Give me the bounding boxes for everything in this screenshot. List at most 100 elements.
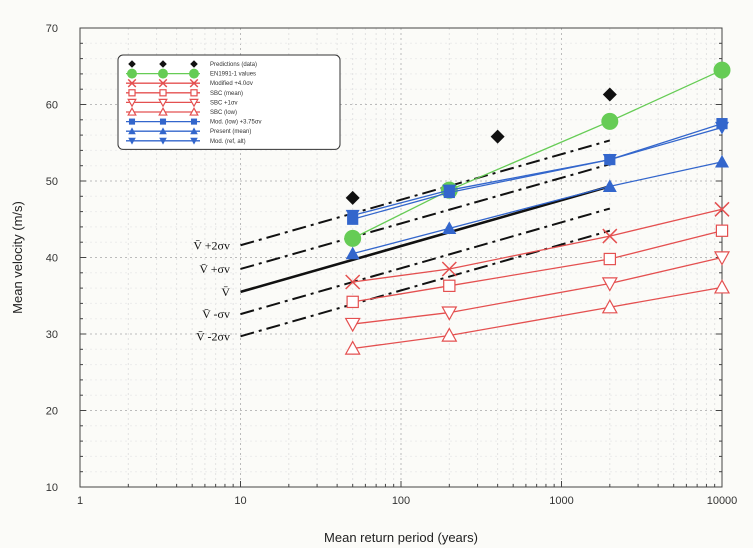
y-tick-label: 20 <box>46 406 58 418</box>
data-point <box>127 68 137 79</box>
reference-line-label: V̄ -σv <box>202 307 230 321</box>
series-line <box>352 286 723 350</box>
legend-entry: SBC (low) <box>126 106 237 116</box>
series-circle <box>344 61 731 247</box>
series-line <box>352 256 723 325</box>
data-point <box>715 154 729 168</box>
legend: Predictions (data) EN1991-1 values Modifie… <box>117 54 341 150</box>
reference-line-label: V̄ +σv <box>199 262 230 276</box>
data-point <box>128 118 136 125</box>
data-point <box>715 121 729 135</box>
series-square-open <box>346 224 729 309</box>
legend-label: SBC +1σv <box>210 100 238 106</box>
y-axis-title: Mean velocity (m/s) <box>10 201 25 314</box>
data-point <box>345 246 360 260</box>
data-point <box>159 137 167 145</box>
data-point <box>441 327 458 342</box>
legend-label: Mod. (ref, alt) <box>210 139 246 145</box>
series-line <box>352 230 723 303</box>
series-line <box>352 161 723 255</box>
legend-entry: SBC (mean) <box>126 89 243 97</box>
data-point <box>490 129 505 144</box>
legend-label: SBC (low) <box>210 110 237 116</box>
legend-label: Present (mean) <box>210 129 251 135</box>
data-point <box>189 106 199 116</box>
data-point <box>601 277 618 292</box>
series-x <box>345 201 730 290</box>
data-point <box>344 317 361 333</box>
legend-entry: Present (mean) <box>126 127 251 135</box>
reference-line-label: V̄ -2σv <box>196 329 230 343</box>
series-triangle-down-open <box>344 251 731 333</box>
data-point <box>190 127 198 135</box>
series-line <box>352 69 723 239</box>
data-point <box>345 190 360 205</box>
data-point <box>602 87 617 102</box>
data-point <box>602 179 617 192</box>
data-point <box>443 279 456 293</box>
series-triangle-open <box>344 279 731 355</box>
reference-line <box>240 139 611 247</box>
legend-entry: Predictions (data) <box>128 60 257 68</box>
data-point <box>127 78 137 88</box>
x-tick-label: 100 <box>392 495 410 507</box>
y-tick-label: 70 <box>46 23 58 35</box>
reference-line <box>240 185 611 294</box>
data-point <box>158 78 168 88</box>
data-point <box>713 251 731 266</box>
data-point <box>601 112 619 130</box>
y-tick-label: 10 <box>46 482 58 494</box>
data-point <box>345 209 360 223</box>
x-axis-title: Mean return period (years) <box>324 530 478 545</box>
legend-entry: Mod. (ref, alt) <box>126 137 246 145</box>
data-point <box>159 127 167 135</box>
data-point <box>128 127 136 135</box>
legend-label: Predictions (data) <box>210 62 257 68</box>
series-line <box>352 123 723 220</box>
legend-label: Mod. (low) +3.75σv <box>210 120 262 126</box>
data-point <box>601 298 618 314</box>
y-tick-label: 30 <box>46 329 58 341</box>
data-point <box>190 137 198 145</box>
data-point <box>128 89 136 97</box>
series-triangle <box>345 154 729 260</box>
data-point <box>603 252 617 266</box>
data-point <box>190 60 198 68</box>
reference-line <box>240 207 611 316</box>
data-point <box>127 98 137 108</box>
legend-entry: SBC +1σv <box>126 98 238 108</box>
data-point <box>344 340 361 355</box>
data-point <box>158 106 168 116</box>
x-tick-label: 1000 <box>549 495 573 507</box>
data-point <box>713 279 731 294</box>
data-point <box>714 201 730 217</box>
data-point <box>189 78 199 88</box>
data-point <box>602 228 618 244</box>
data-point <box>713 61 731 79</box>
legend-label: Modified +4.0σv <box>210 81 253 87</box>
data-point <box>345 274 361 290</box>
legend-entry: Modified +4.0σv <box>126 78 253 88</box>
series-line <box>352 208 723 283</box>
series-diamond <box>345 87 617 205</box>
data-point <box>441 306 458 321</box>
reference-line-label: V̄ <box>221 285 230 299</box>
y-tick-label: 50 <box>46 176 58 188</box>
x-tick-label: 1 <box>77 495 83 507</box>
x-tick-label: 10 <box>234 495 246 507</box>
legend-label: SBC (mean) <box>210 91 243 97</box>
data-point <box>190 118 198 125</box>
data-point <box>128 137 136 145</box>
data-point <box>442 221 457 235</box>
axis-ticks: 1 10 100 1000 10000 10 20 30 40 50 60 70 <box>46 23 738 507</box>
data-point <box>159 89 167 97</box>
series-line <box>352 126 723 217</box>
x-tick-label: 10000 <box>707 495 738 507</box>
series-square <box>347 118 728 225</box>
data-point <box>346 295 359 309</box>
series-triangle-down <box>345 121 729 223</box>
data-point <box>158 98 168 108</box>
data-point <box>159 60 167 68</box>
